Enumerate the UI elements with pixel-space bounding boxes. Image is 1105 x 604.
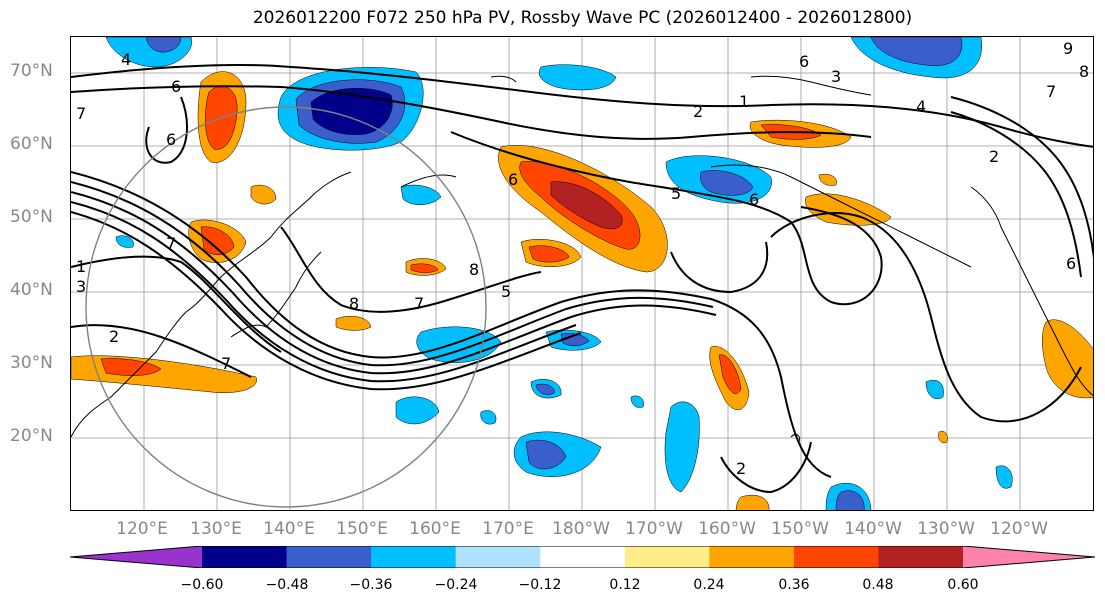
contour-label: 6 xyxy=(508,170,518,189)
contour-label: 7 xyxy=(221,354,231,373)
colorbar-segment xyxy=(878,546,964,568)
colorbar-segment xyxy=(286,546,372,568)
lon-label-150w: 150°W xyxy=(771,519,829,539)
lat-label-40n: 40°N xyxy=(10,280,53,300)
contour-label: 1 xyxy=(739,92,749,111)
contour-label: 8 xyxy=(349,294,359,313)
lon-label-160e: 160°E xyxy=(409,519,461,539)
colorbar-tick: −0.60 xyxy=(180,577,224,593)
lon-label-140w: 140°W xyxy=(844,519,902,539)
contour-label: 7 xyxy=(1046,82,1056,101)
lat-label-70n: 70°N xyxy=(10,61,53,81)
contour-label: 3 xyxy=(831,67,841,86)
colorbar-segment xyxy=(371,546,457,568)
lon-label-120w: 120°W xyxy=(990,519,1048,539)
lat-label-30n: 30°N xyxy=(10,353,53,373)
lon-label-170w: 170°W xyxy=(625,519,683,539)
colorbar-segment xyxy=(793,546,879,568)
negative-anomaly-areas xyxy=(105,37,1013,510)
contour-label: 4 xyxy=(916,97,926,116)
colorbar-extend-high xyxy=(963,546,1095,568)
lat-label-60n: 60°N xyxy=(10,134,53,154)
colorbar-segment xyxy=(624,546,710,568)
colorbar-tick: 0.60 xyxy=(947,577,979,593)
radius-circle xyxy=(85,106,487,508)
colorbar-tick: −0.48 xyxy=(265,577,309,593)
colorbar-tick: 0.12 xyxy=(609,577,641,593)
contour-label: 2 xyxy=(989,147,999,166)
colorbar-tick: 0.24 xyxy=(693,577,725,593)
colorbar-tick: 0.48 xyxy=(862,577,894,593)
contour-label: 2 xyxy=(693,102,703,121)
contour-label: 6 xyxy=(799,52,809,71)
lon-label-150e: 150°E xyxy=(336,519,388,539)
lon-label-130e: 130°E xyxy=(190,519,242,539)
contour-label: 6 xyxy=(749,190,759,209)
contour-label: 6 xyxy=(1066,254,1076,273)
contour-label: 7 xyxy=(414,294,424,313)
positive-anomaly-areas xyxy=(71,71,1093,510)
contour-label: 1 xyxy=(76,257,86,276)
lon-label-180w: 180°W xyxy=(552,519,610,539)
contour-label: 5 xyxy=(501,282,511,301)
colorbar-segment xyxy=(455,546,541,568)
contour-label: 7 xyxy=(166,234,176,253)
colorbar-tick: 0.36 xyxy=(778,577,810,593)
contour-label: 3 xyxy=(76,277,86,296)
lon-label-140e: 140°E xyxy=(263,519,315,539)
colorbar xyxy=(70,546,1095,568)
map-canvas: 4 6 7 6 7 3 1 2 7 8 7 8 5 6 5 6 2 1 3 6 … xyxy=(71,37,1093,510)
contour-label: 6 xyxy=(166,130,176,149)
lon-label-170e: 170°E xyxy=(482,519,534,539)
lat-label-20n: 20°N xyxy=(10,426,53,446)
contour-label: 6 xyxy=(171,77,181,96)
contour-label: 7 xyxy=(76,104,86,123)
graticule xyxy=(71,37,1093,510)
contour-labels: 4 6 7 6 7 3 1 2 7 8 7 8 5 6 5 6 2 1 3 6 … xyxy=(76,39,1089,478)
lon-label-120e: 120°E xyxy=(116,519,168,539)
contour-label: 8 xyxy=(1079,62,1089,81)
contour-label: 5 xyxy=(671,184,681,203)
colorbar-segment xyxy=(709,546,795,568)
colorbar-tick: −0.12 xyxy=(518,577,562,593)
lat-label-50n: 50°N xyxy=(10,207,53,227)
pv-contours xyxy=(71,64,1093,494)
map-panel: 4 6 7 6 7 3 1 2 7 8 7 8 5 6 5 6 2 1 3 6 … xyxy=(70,36,1094,511)
contour-label: 9 xyxy=(1063,39,1073,58)
contour-label: 2 xyxy=(736,459,746,478)
colorbar-segments xyxy=(70,546,1095,568)
contour-label: 8 xyxy=(469,260,479,279)
colorbar-tick: −0.36 xyxy=(349,577,393,593)
contour-label: 4 xyxy=(121,50,131,69)
lon-label-130w: 130°W xyxy=(917,519,975,539)
colorbar-segment xyxy=(540,546,626,568)
colorbar-tick: −0.24 xyxy=(434,577,478,593)
colorbar-extend-low xyxy=(70,546,202,568)
map-title: 2026012200 F072 250 hPa PV, Rossby Wave … xyxy=(252,8,913,28)
colorbar-segment xyxy=(202,546,288,568)
contour-label: 2 xyxy=(109,327,119,346)
lon-label-160w: 160°W xyxy=(698,519,756,539)
